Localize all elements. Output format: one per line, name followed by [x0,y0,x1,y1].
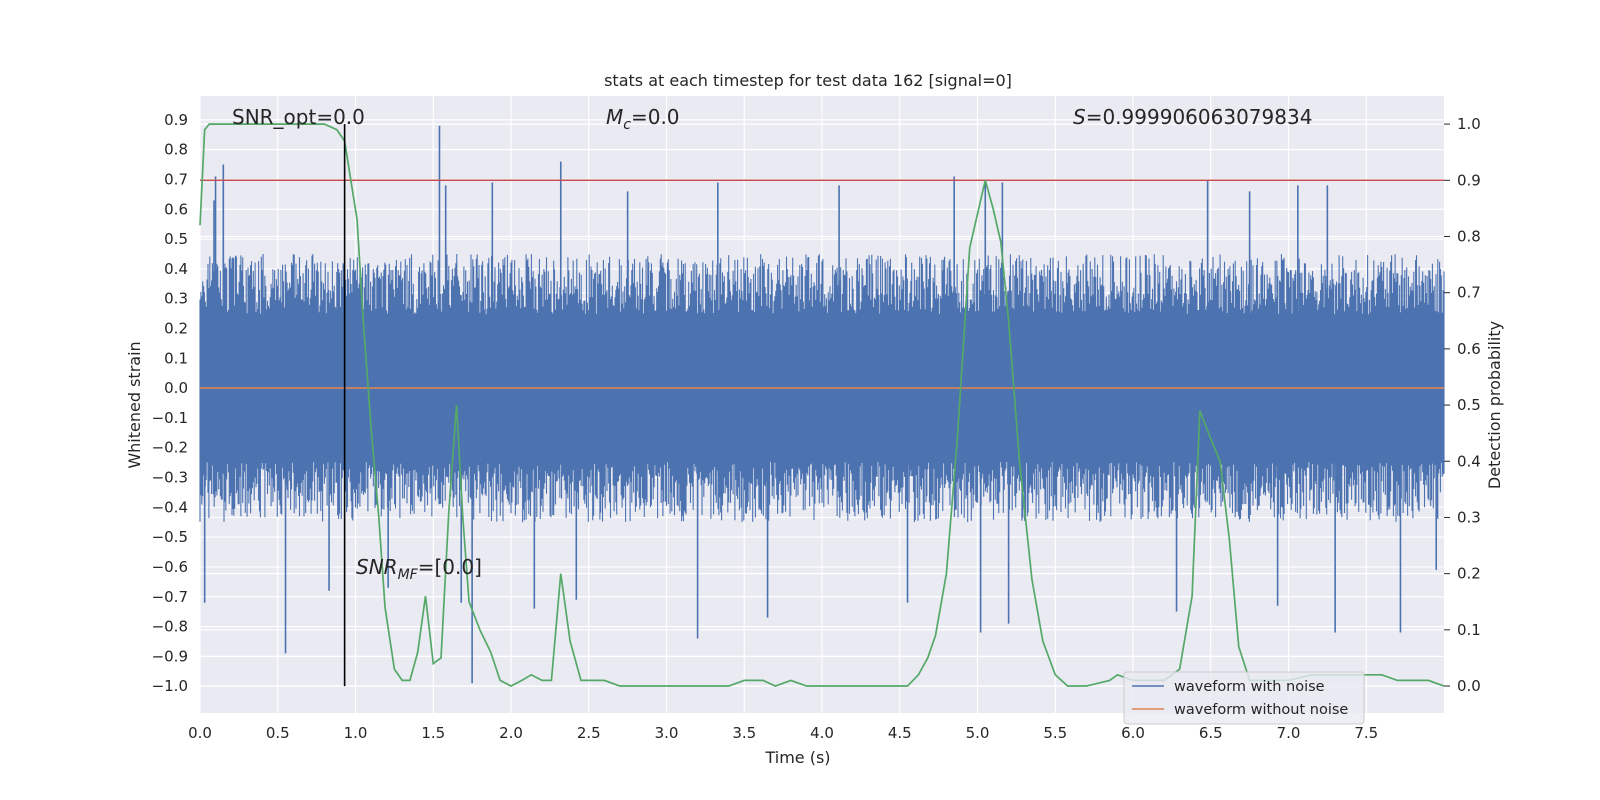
y-tick-label: 0.2 [164,319,188,337]
annotation-snr-mf-symbol: SNR [356,555,398,579]
annotation-s-symbol: S [1073,105,1086,129]
annotation-mc-symbol: M [606,105,623,129]
annotation-mc-value: =0.0 [631,105,680,129]
legend-label-without-noise: waveform without noise [1174,702,1348,718]
y-tick-label: 0.9 [164,111,188,129]
chart-title: stats at each timestep for test data 162… [604,71,1012,90]
legend: waveform with noise waveform without noi… [1123,671,1365,725]
x-tick-label: 0.5 [266,724,290,742]
y-tick-label: −0.7 [152,588,188,606]
y-tick-label: −0.3 [152,469,188,487]
annotation-mc-sub: c [623,117,631,133]
y2-tick-label: 0.4 [1457,452,1481,470]
x-tick-label: 6.0 [1121,724,1145,742]
series-detection-probability [199,123,1445,687]
annotation-mc: Mc=0.0 [606,105,680,133]
x-tick-label: 1.5 [421,724,445,742]
x-tick-label: 2.5 [577,724,601,742]
legend-frame [1123,671,1365,725]
y2-tick-label: 0.9 [1457,171,1481,189]
y-tick-label: 0.3 [164,290,188,308]
x-tick-label: 0.0 [188,724,212,742]
x-tick-label: 1.0 [344,724,368,742]
y-tick-label: 0.6 [164,200,188,218]
y2-tick-label: 0.7 [1457,284,1481,302]
y-tick-label: −0.2 [152,439,188,457]
y-axis-label: Whitened strain [125,341,144,468]
y-tick-label: 0.0 [164,379,188,397]
y-tick-label: −0.5 [152,528,188,546]
y2-tick-label: 0.3 [1457,508,1481,526]
annotation-snr-opt: SNR_opt=0.0 [232,105,365,129]
annotation-snr-mf-value: =[0.0] [418,555,482,579]
annotation-snr-mf-sub: MF [398,567,419,583]
y2-tick-label: 0.5 [1457,396,1481,414]
y-tick-label: −0.9 [152,647,188,665]
annotation-snr-mf: SNRMF=[0.0] [356,555,482,583]
x-tick-label: 6.5 [1199,724,1223,742]
y-tick-label: 0.1 [164,349,188,367]
y2-tick-label: 0.1 [1457,621,1481,639]
y2-tick-label: 1.0 [1457,115,1481,133]
x-tick-label: 4.0 [810,724,834,742]
y-tick-label: 0.8 [164,141,188,159]
x-tick-label: 5.5 [1043,724,1067,742]
legend-label-with-noise: waveform with noise [1174,679,1325,695]
y2-tick-label: 0.8 [1457,227,1481,245]
y2-axis-label: Detection probability [1485,321,1504,489]
y-tick-label: −1.0 [152,677,188,695]
y-tick-label: −0.4 [152,498,188,516]
y-tick-label: −0.8 [152,618,188,636]
y2-tick-label: 0.6 [1457,340,1481,358]
annotations: SNR_opt=0.0 Mc=0.0 S=0.999906063079834 S… [232,105,1312,583]
series-lines [199,123,1445,687]
annotation-s-value: =0.999906063079834 [1086,105,1313,129]
x-tick-label: 5.0 [966,724,990,742]
x-tick-label: 7.0 [1277,724,1301,742]
axis-ticks: 0.0 0.5 1.0 1.5 2.0 2.5 3.0 3.5 4.0 4.5 5.0 5.5 6.0 6… [152,111,1481,742]
x-tick-label: 4.5 [888,724,912,742]
y2-tick-label: 0.2 [1457,565,1481,583]
x-tick-label: 3.0 [655,724,679,742]
y-tick-label: −0.6 [152,558,188,576]
y-tick-label: 0.5 [164,230,188,248]
x-tick-label: 2.0 [499,724,523,742]
x-tick-label: 3.5 [732,724,756,742]
y-tick-label: 0.4 [164,260,188,278]
y2-tick-label: 0.0 [1457,677,1481,695]
annotation-s: S=0.999906063079834 [1073,105,1312,129]
x-tick-label: 7.5 [1354,724,1378,742]
y-tick-label: 0.7 [164,170,188,188]
x-axis-label: Time (s) [764,748,830,767]
y-tick-label: −0.1 [152,409,188,427]
